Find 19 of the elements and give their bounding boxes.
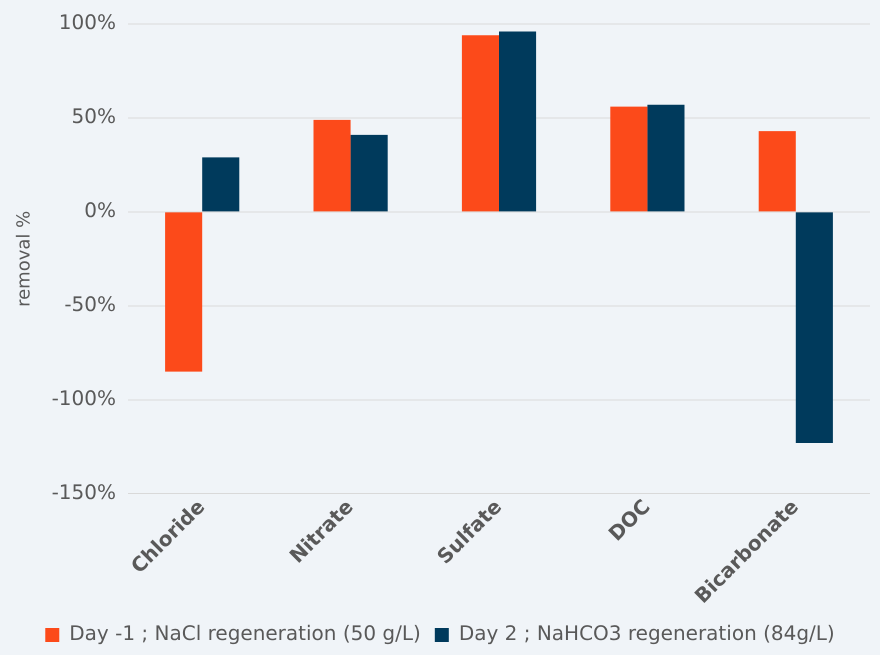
bar: [350, 134, 388, 212]
legend-label: Day -1 ; NaCl regeneration (50 g/L): [69, 621, 421, 646]
y-tick-label: -150%: [52, 480, 116, 504]
y-tick-label: -100%: [52, 386, 116, 410]
legend-label: Day 2 ; NaHCO3 regeneration (84g/L): [458, 621, 835, 646]
bar: [647, 104, 684, 212]
bar: [610, 106, 648, 212]
bar: [758, 131, 796, 212]
y-tick-label: 0%: [84, 198, 116, 222]
bar: [313, 120, 351, 212]
bar: [462, 35, 499, 212]
y-axis-title: removal %: [13, 210, 34, 307]
y-tick-label: 50%: [72, 104, 116, 128]
bar: [165, 212, 202, 372]
y-tick-label: -50%: [64, 292, 116, 316]
bar: [796, 212, 833, 443]
bar: [202, 157, 240, 212]
bar: [499, 32, 536, 212]
y-tick-label: 100%: [58, 10, 116, 34]
